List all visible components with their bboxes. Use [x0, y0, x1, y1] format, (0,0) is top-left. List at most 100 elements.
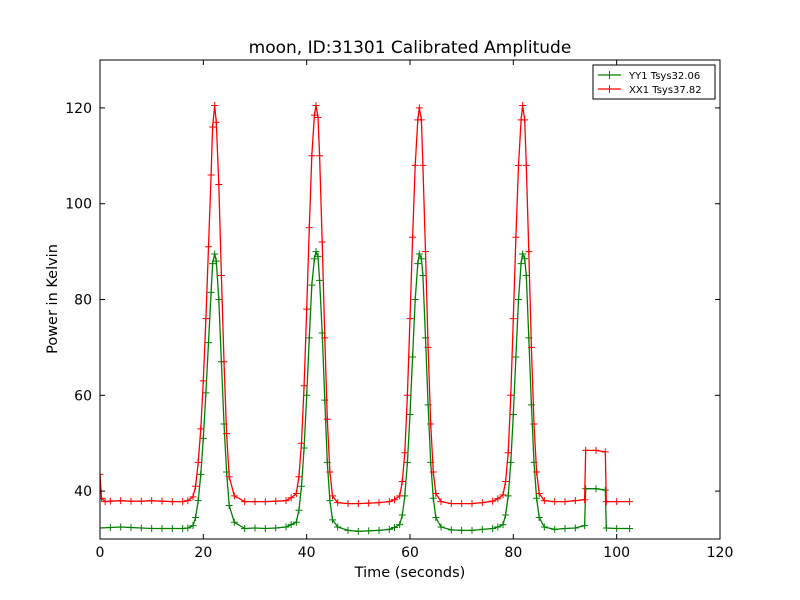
data-point [287, 494, 295, 502]
data-point [512, 233, 520, 241]
data-point [209, 260, 217, 268]
data-point [365, 499, 373, 507]
data-point [398, 478, 406, 486]
data-point [581, 496, 589, 504]
data-point [424, 343, 432, 351]
data-point [411, 161, 419, 169]
data-point [318, 238, 326, 246]
data-point [308, 281, 316, 289]
data-point [168, 524, 176, 532]
x-tick-label: 40 [298, 545, 316, 561]
data-point [211, 102, 219, 110]
data-point [533, 494, 541, 502]
data-point [211, 250, 219, 258]
data-point [530, 420, 538, 428]
data-point [571, 524, 579, 532]
data-point [414, 260, 422, 268]
data-point [354, 527, 362, 535]
data-point [515, 296, 522, 303]
data-point [217, 272, 225, 280]
series-2 [100, 102, 634, 508]
data-point [310, 255, 318, 263]
data-point [592, 446, 600, 454]
data-point [305, 224, 313, 232]
data-point [375, 526, 383, 534]
data-point [417, 255, 425, 263]
data-point [540, 497, 548, 505]
x-tick-label: 100 [603, 545, 630, 561]
y-tick-label: 60 [74, 388, 92, 404]
data-point [189, 522, 197, 530]
data-point [525, 248, 533, 256]
data-point [447, 526, 455, 534]
x-tick-label: 0 [96, 545, 105, 561]
data-point [321, 334, 329, 342]
data-point [429, 494, 437, 502]
data-point [148, 524, 156, 532]
data-point [225, 501, 233, 509]
data-point [592, 485, 600, 493]
data-point [571, 497, 579, 505]
y-tick-label: 100 [65, 197, 92, 213]
data-point [391, 524, 398, 532]
data-point [409, 233, 417, 241]
y-axis-label: Power in Kelvin [45, 244, 61, 354]
data-point [427, 420, 435, 428]
data-point [295, 506, 303, 514]
data-point [100, 470, 104, 478]
data-point [225, 473, 233, 481]
data-point [205, 243, 212, 251]
data-point [354, 500, 362, 508]
data-point [334, 523, 342, 531]
data-point [197, 425, 205, 433]
data-point [202, 389, 210, 397]
data-point [212, 257, 220, 265]
data-point [241, 524, 249, 532]
data-point [199, 377, 207, 385]
data-point [540, 523, 548, 531]
data-point [504, 492, 512, 500]
data-point [334, 499, 342, 507]
data-point [535, 513, 543, 521]
data-point [458, 526, 466, 534]
data-point [527, 343, 535, 351]
data-point [437, 523, 445, 531]
data-point [499, 521, 507, 529]
data-point [391, 496, 398, 504]
y-tick-label: 80 [74, 293, 92, 309]
data-point [458, 500, 466, 508]
data-point [106, 497, 114, 505]
data-point [184, 497, 192, 505]
data-point [316, 276, 324, 284]
data-point [207, 171, 215, 179]
data-point [512, 353, 520, 361]
data-point [192, 513, 200, 521]
data-point [419, 272, 427, 280]
data-point [519, 102, 527, 110]
data-point [215, 296, 223, 303]
data-point [561, 498, 569, 506]
data-point [522, 161, 530, 169]
data-point [401, 449, 409, 457]
series-line [100, 249, 630, 532]
data-point [230, 492, 238, 500]
data-point [312, 102, 320, 110]
data-point [303, 391, 311, 399]
data-point [535, 489, 543, 497]
y-tick-label: 40 [74, 484, 92, 500]
legend-box [592, 64, 716, 100]
data-point [398, 511, 406, 519]
data-point [494, 523, 502, 531]
data-point [613, 524, 621, 532]
data-point [468, 526, 476, 534]
data-point [478, 499, 486, 507]
data-point [365, 527, 373, 535]
data-point [437, 498, 445, 506]
data-point [521, 255, 529, 263]
data-point [241, 498, 249, 506]
data-point [100, 524, 104, 532]
data-point [509, 315, 517, 323]
data-point [292, 518, 300, 526]
data-point [158, 497, 166, 505]
